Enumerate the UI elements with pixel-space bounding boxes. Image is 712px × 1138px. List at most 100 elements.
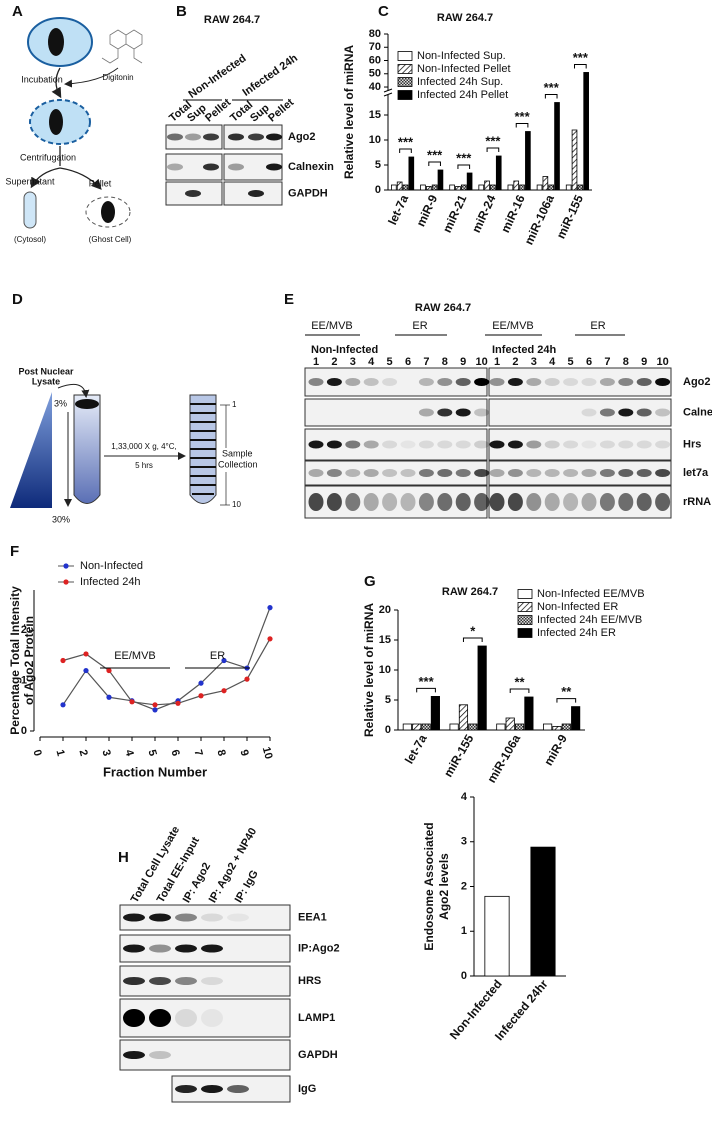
blot-band (655, 493, 671, 511)
y-tick-label: 40 (369, 81, 381, 93)
blot-band (599, 440, 615, 449)
bar (449, 184, 455, 191)
blot-band (418, 440, 434, 449)
y-axis-label: Percentage Total Intensity (8, 586, 22, 735)
legend-swatch (517, 628, 533, 638)
significance-label: ** (514, 674, 525, 689)
bar (431, 184, 438, 191)
blot-band (455, 408, 471, 417)
blot-band (655, 408, 671, 417)
blot-band (544, 493, 560, 511)
bar (505, 717, 515, 731)
line-series (62, 638, 271, 706)
lane-number: 2 (331, 356, 337, 368)
blot-band (618, 408, 634, 417)
significance-bracket (515, 123, 529, 128)
blot-band (201, 913, 223, 922)
significance-bracket (428, 161, 441, 166)
bar (478, 184, 485, 191)
legend-swatch (397, 90, 413, 100)
blot-band (418, 408, 434, 417)
bar (458, 704, 469, 731)
blot-band (201, 1085, 223, 1093)
blot-band (618, 493, 634, 511)
blot-band (149, 1009, 171, 1027)
significance-label: *** (485, 133, 501, 148)
gradient-label: 30% (52, 514, 70, 524)
annotation: EE/MVB (114, 650, 156, 662)
blot-band (581, 378, 597, 386)
panel-label: A (12, 3, 23, 20)
x-tick-label: 10 (260, 746, 275, 761)
blot-band (363, 469, 379, 477)
panel-label: C (378, 3, 389, 20)
axis-break (383, 92, 393, 97)
blot-band (563, 378, 579, 386)
blot-band (489, 493, 505, 511)
blot-band (363, 493, 379, 511)
y-tick-label: 70 (369, 41, 381, 53)
legend-label: Infected 24h ER (537, 627, 616, 639)
lane-number: 1 (494, 356, 500, 368)
bar (460, 184, 467, 191)
blot-band (175, 1085, 197, 1093)
y-tick-label: 15 (379, 634, 391, 646)
blot-band (345, 493, 361, 511)
legend-label: Infected 24h Pellet (417, 89, 508, 101)
row-label: Calnexin (683, 406, 712, 418)
panel-label: F (10, 543, 19, 560)
significance-bracket (486, 147, 500, 152)
point (152, 702, 158, 708)
row-label: GAPDH (298, 1049, 338, 1061)
legend-swatch (397, 77, 413, 87)
blot-band (326, 378, 342, 386)
blot-band (581, 408, 597, 417)
gradient-label: 3% (54, 398, 67, 408)
blot-band (526, 378, 542, 386)
blot-band (489, 378, 505, 386)
y-axis-label: Relative level of miRNA (342, 45, 356, 179)
lane-number: 5 (387, 356, 393, 368)
y-tick-label: 0 (385, 724, 391, 736)
lane-number: 7 (423, 356, 429, 368)
row-label: Calnexin (288, 161, 334, 173)
lane-number: 5 (568, 356, 574, 368)
legend-marker (63, 563, 69, 569)
bar (565, 184, 572, 191)
significance-label: *** (398, 134, 414, 149)
significance-label: *** (418, 674, 434, 689)
line-series (62, 607, 271, 711)
lane-number: 10 (656, 356, 668, 368)
fraction-label: Pellet (89, 178, 112, 188)
group-label: Infected 24h (492, 344, 556, 356)
blot-band (308, 378, 324, 386)
bar (430, 696, 440, 731)
bar (484, 180, 490, 191)
point (60, 657, 66, 664)
blot-band (400, 469, 416, 477)
blot-band (455, 469, 471, 477)
blot-title: RAW 264.7 (204, 14, 260, 26)
blot-band (489, 469, 505, 477)
significance-bracket (574, 63, 587, 69)
blot-band (345, 469, 361, 477)
x-tick-label: 8 (215, 748, 228, 757)
blot-band (437, 408, 453, 417)
point (83, 651, 89, 657)
blot-band (526, 469, 542, 477)
condition-label: 1,33,000 X g, 4°C, (111, 442, 176, 451)
significance-bracket (462, 637, 483, 642)
blot-band (526, 440, 542, 449)
x-tick-label: miR-106a (522, 192, 557, 247)
legend-swatch (397, 51, 413, 61)
blot-band (400, 493, 416, 511)
bar (536, 184, 543, 191)
bar (425, 186, 432, 191)
point (267, 636, 273, 642)
chart-title: RAW 264.7 (437, 12, 493, 24)
blot-band (228, 163, 244, 171)
legend-label: Infected 24h EE/MVB (537, 614, 642, 626)
blot-band (544, 469, 560, 477)
significance-label: *** (456, 150, 472, 165)
